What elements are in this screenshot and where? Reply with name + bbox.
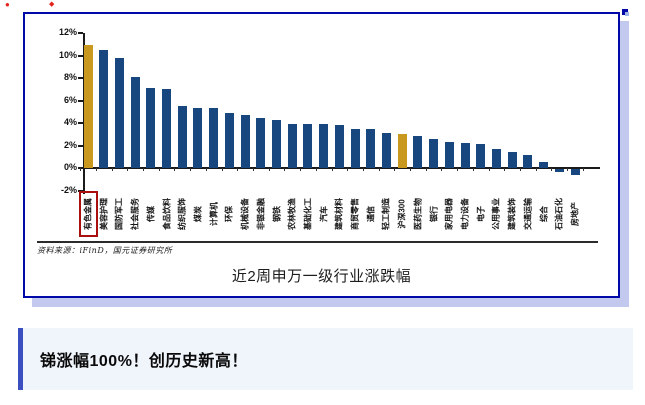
bar bbox=[162, 89, 172, 168]
y-axis-label: 2% bbox=[63, 139, 77, 150]
x-axis-tick bbox=[520, 168, 522, 171]
bar bbox=[146, 88, 156, 168]
bar bbox=[397, 134, 407, 168]
x-axis-tick bbox=[111, 168, 113, 171]
bar bbox=[319, 124, 329, 168]
bar bbox=[507, 152, 517, 168]
bar bbox=[570, 169, 580, 176]
x-axis-tick bbox=[551, 168, 553, 171]
chart-divider-line bbox=[37, 241, 598, 243]
x-axis-tick bbox=[535, 168, 537, 171]
x-axis-tick bbox=[394, 168, 396, 171]
x-axis-tick bbox=[378, 168, 380, 171]
x-axis-line bbox=[83, 167, 600, 169]
bar bbox=[366, 129, 376, 168]
x-axis-tick bbox=[582, 168, 584, 171]
bar bbox=[224, 112, 234, 168]
x-axis-tick bbox=[237, 168, 239, 171]
headline-banner: 锑涨幅100%！创历史新高！ bbox=[18, 328, 633, 390]
bar-chart: 12% 10% 8% 6% 4% 2% 0% -2% 有色金属 美容护理 国防军工 社会服务 传媒 食品饮… bbox=[25, 14, 618, 296]
x-axis-tick bbox=[472, 168, 474, 171]
x-axis-tick bbox=[331, 168, 333, 171]
y-axis-tick bbox=[78, 77, 83, 79]
x-axis-tick bbox=[221, 168, 223, 171]
y-axis-tick bbox=[78, 189, 83, 192]
bar bbox=[209, 108, 219, 168]
x-axis-tick bbox=[95, 168, 97, 171]
y-axis-label: -2% bbox=[60, 184, 77, 195]
highlight-box bbox=[78, 191, 98, 237]
bar bbox=[287, 123, 297, 168]
x-axis-tick bbox=[142, 168, 144, 171]
bar bbox=[83, 45, 93, 168]
x-axis-tick bbox=[410, 168, 412, 171]
x-axis-tick bbox=[300, 168, 302, 171]
bar bbox=[491, 148, 501, 168]
x-axis-tick bbox=[347, 168, 349, 171]
x-axis-tick bbox=[488, 168, 490, 171]
bar bbox=[114, 58, 124, 168]
y-axis-tick bbox=[78, 144, 83, 147]
x-axis-tick bbox=[190, 168, 192, 171]
bar bbox=[476, 144, 486, 168]
bar bbox=[413, 135, 423, 168]
y-axis-tick bbox=[78, 122, 83, 124]
x-axis-tick bbox=[425, 168, 427, 171]
bar bbox=[240, 114, 250, 168]
red-dot-icon: ● bbox=[5, 0, 10, 9]
bar bbox=[272, 120, 282, 168]
chart-caption: 近2周申万一级行业涨跌幅 bbox=[231, 268, 412, 285]
y-axis-tick bbox=[78, 54, 83, 57]
x-axis-tick bbox=[80, 168, 82, 171]
bar bbox=[523, 154, 533, 168]
x-axis-tick bbox=[457, 168, 459, 171]
x-axis-tick bbox=[252, 168, 254, 171]
x-axis-tick bbox=[504, 168, 506, 171]
blue-corner-notch-icon bbox=[622, 9, 629, 16]
chart-panel: 12% 10% 8% 6% 4% 2% 0% -2% 有色金属 美容护理 国防军工 社会服务 传媒 食品饮… bbox=[23, 12, 620, 298]
bar bbox=[177, 106, 187, 168]
chart-source-note: 资料来源：iFinD，国元证券研究所 bbox=[37, 246, 173, 255]
x-axis-tick bbox=[441, 168, 443, 171]
x-axis-tick bbox=[315, 168, 317, 171]
x-axis-tick bbox=[268, 168, 270, 171]
bar bbox=[429, 139, 439, 168]
banner-accent-bar bbox=[18, 328, 23, 390]
bar bbox=[99, 50, 109, 168]
bar bbox=[539, 162, 549, 168]
y-axis-tick bbox=[78, 32, 83, 34]
bar bbox=[554, 169, 564, 173]
bar bbox=[381, 132, 391, 168]
x-axis-tick bbox=[174, 168, 176, 171]
bar bbox=[444, 142, 454, 168]
red-diamond-icon: ◆ bbox=[49, 1, 55, 8]
y-axis-tick bbox=[78, 99, 83, 102]
bar bbox=[350, 128, 360, 168]
bar bbox=[130, 77, 140, 168]
bar bbox=[460, 142, 470, 168]
y-axis-label: 12% bbox=[58, 27, 77, 37]
bar bbox=[303, 124, 313, 168]
x-axis-tick bbox=[158, 168, 160, 171]
bar bbox=[334, 124, 344, 168]
y-axis-label: 4% bbox=[63, 117, 77, 127]
x-axis-tick bbox=[205, 168, 207, 171]
bar bbox=[193, 107, 203, 168]
x-axis-tick bbox=[567, 168, 569, 171]
y-axis-label: 8% bbox=[63, 72, 77, 82]
x-axis-tick bbox=[127, 168, 129, 171]
x-axis-tick bbox=[362, 168, 364, 171]
x-axis-tick bbox=[284, 168, 286, 171]
bar bbox=[256, 117, 266, 168]
y-axis-label: 6% bbox=[63, 94, 77, 105]
headline-text: 锑涨幅100%！创历史新高！ bbox=[40, 353, 248, 370]
y-axis-label: 0% bbox=[63, 162, 77, 172]
y-axis-label: 10% bbox=[58, 49, 77, 60]
